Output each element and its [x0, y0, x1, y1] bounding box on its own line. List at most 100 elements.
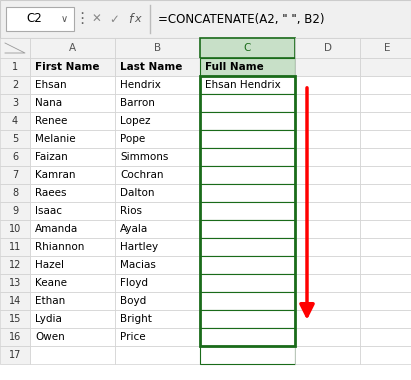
Bar	[0, 256, 30, 274]
Bar	[295, 256, 360, 274]
Bar	[360, 238, 411, 256]
Bar	[295, 238, 360, 256]
Bar	[30, 238, 115, 256]
Bar	[115, 274, 200, 292]
Bar	[200, 274, 295, 292]
Bar	[115, 76, 200, 94]
Text: ∨: ∨	[60, 14, 67, 24]
Bar	[200, 76, 295, 94]
Text: A: A	[69, 43, 76, 53]
Bar	[115, 346, 200, 364]
Bar	[115, 148, 200, 166]
Bar	[200, 328, 295, 346]
Text: Ehsan: Ehsan	[35, 80, 67, 90]
Bar	[115, 220, 200, 238]
Bar	[30, 184, 115, 202]
Text: Rios: Rios	[120, 206, 142, 216]
Bar	[295, 274, 360, 292]
Text: C: C	[244, 43, 251, 53]
Bar	[295, 310, 360, 328]
Text: Nana: Nana	[35, 98, 62, 108]
Bar	[200, 310, 295, 328]
Bar	[115, 166, 200, 184]
Bar	[295, 220, 360, 238]
Text: 13: 13	[9, 278, 21, 288]
Bar	[295, 346, 360, 364]
Bar	[360, 184, 411, 202]
Text: Macias: Macias	[120, 260, 156, 270]
Bar	[0, 0, 411, 38]
Bar	[115, 112, 200, 130]
Bar	[200, 58, 295, 76]
Text: Bright: Bright	[120, 314, 152, 324]
Bar	[295, 112, 360, 130]
Text: D: D	[323, 43, 332, 53]
Bar	[295, 292, 360, 310]
Text: Lopez: Lopez	[120, 116, 150, 126]
Bar	[30, 112, 115, 130]
Bar	[360, 38, 411, 58]
Text: Floyd: Floyd	[120, 278, 148, 288]
Text: 15: 15	[9, 314, 21, 324]
Bar	[295, 202, 360, 220]
Bar	[30, 310, 115, 328]
Text: Last Name: Last Name	[120, 62, 182, 72]
Bar	[30, 346, 115, 364]
Text: 1: 1	[12, 62, 18, 72]
Bar	[295, 58, 360, 76]
Text: Price: Price	[120, 332, 145, 342]
Text: 10: 10	[9, 224, 21, 234]
Bar	[30, 94, 115, 112]
Text: Ayala: Ayala	[120, 224, 148, 234]
Bar	[0, 202, 30, 220]
Bar	[115, 58, 200, 76]
Bar	[200, 184, 295, 202]
Text: Rhiannon: Rhiannon	[35, 242, 84, 252]
Bar	[115, 292, 200, 310]
Bar	[200, 130, 295, 148]
Text: Kamran: Kamran	[35, 170, 76, 180]
Bar	[200, 346, 295, 364]
Text: Ethan: Ethan	[35, 296, 65, 306]
Bar	[0, 274, 30, 292]
Bar	[0, 76, 30, 94]
Text: C2: C2	[27, 13, 42, 25]
Bar	[200, 166, 295, 184]
Bar	[0, 94, 30, 112]
Text: Pope: Pope	[120, 134, 145, 144]
Bar	[115, 310, 200, 328]
Text: 14: 14	[9, 296, 21, 306]
Bar	[360, 202, 411, 220]
Text: Barron: Barron	[120, 98, 155, 108]
Text: 7: 7	[12, 170, 18, 180]
Bar	[295, 166, 360, 184]
Text: Faizan: Faizan	[35, 152, 68, 162]
Text: Full Name: Full Name	[205, 62, 264, 72]
Bar	[30, 256, 115, 274]
Bar	[30, 220, 115, 238]
Bar	[6, 7, 74, 31]
Bar	[360, 58, 411, 76]
Text: Amanda: Amanda	[35, 224, 78, 234]
Bar	[30, 274, 115, 292]
Bar	[295, 328, 360, 346]
Bar	[115, 328, 200, 346]
Bar	[360, 94, 411, 112]
Text: 17: 17	[9, 350, 21, 360]
Bar	[0, 38, 30, 58]
Bar	[200, 94, 295, 112]
Text: ✓: ✓	[109, 13, 119, 25]
Text: Boyd: Boyd	[120, 296, 146, 306]
Text: Ehsan Hendrix: Ehsan Hendrix	[205, 80, 281, 90]
Text: Keane: Keane	[35, 278, 67, 288]
Text: E: E	[384, 43, 391, 53]
Text: Cochran: Cochran	[120, 170, 164, 180]
Bar	[295, 94, 360, 112]
Bar	[360, 292, 411, 310]
Bar	[0, 238, 30, 256]
Bar	[30, 38, 115, 58]
Bar	[115, 184, 200, 202]
Text: Hendrix: Hendrix	[120, 80, 161, 90]
Bar	[360, 76, 411, 94]
Text: 6: 6	[12, 152, 18, 162]
